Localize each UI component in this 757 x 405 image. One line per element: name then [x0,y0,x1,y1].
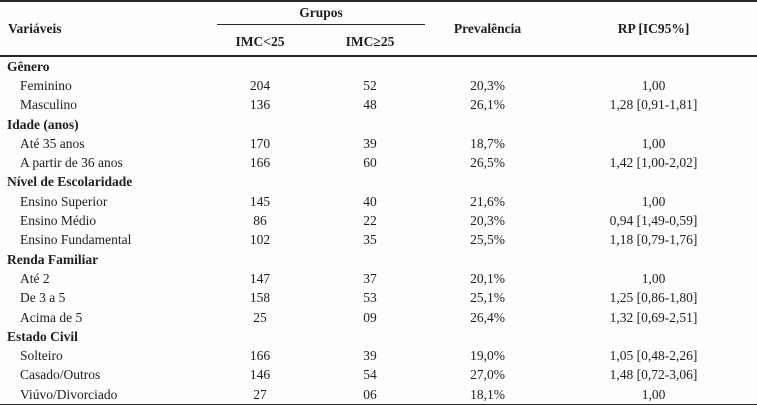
cell-imc-lt-25: 145 [249,193,271,209]
cell-imc-ge-25: 37 [363,270,377,286]
cell-imc-ge-25: 06 [363,386,377,402]
cell-prevalence: 26,5% [470,155,505,171]
cell-variable: Ensino Superior [20,193,108,209]
cell-variable: Masculino [20,97,77,113]
table-header: Variáveis Grupos Prevalência RP [IC95%] … [0,1,757,56]
cell-imc-ge-25: 40 [363,193,377,209]
cell-variable: Acima de 5 [20,309,83,325]
cell-prevalence: 25,5% [470,232,505,248]
cell-rp: 1,00 [641,270,666,286]
table-row: Até 2 147 37 20,1% 1,00 [0,269,757,288]
table-row: Ensino Superior 145 40 21,6% 1,00 [0,192,757,211]
table-row: Casado/Outros 146 54 27,0% 1,48 [0,72-3,… [0,366,757,385]
cell-rp: 1,25 [0,86-1,80] [609,290,698,306]
section-label: Estado Civil [7,328,78,344]
cell-prevalence: 21,6% [470,193,505,209]
cell-imc-lt-25: 146 [249,367,271,383]
cell-imc-lt-25: 27 [253,386,267,402]
table-row: A partir de 36 anos 166 60 26,5% 1,42 [1… [0,153,757,172]
cell-imc-lt-25: 166 [249,348,271,364]
cell-imc-ge-25: 60 [363,155,377,171]
cell-variable: Solteiro [20,348,63,364]
section-row-genero: Gênero [0,54,757,77]
column-header-rp: RP [IC95%] [617,20,690,36]
cell-prevalence: 25,1% [470,290,505,306]
section-row-estado-civil: Estado Civil [0,327,757,346]
column-header-prevalence: Prevalência [453,20,522,36]
cell-variable: A partir de 36 anos [20,155,123,171]
cell-variable: Viúvo/Divorciado [20,386,118,402]
cell-imc-ge-25: 39 [363,135,377,151]
cell-imc-ge-25: 53 [363,290,377,306]
cell-variable: Feminino [20,77,72,93]
cell-imc-lt-25: 25 [253,309,267,325]
cell-rp: 1,28 [0,91-1,81] [609,97,698,113]
table-row: Até 35 anos 170 39 18,7% 1,00 [0,134,757,153]
table-row: Acima de 5 25 09 26,4% 1,32 [0,69-2,51] [0,308,757,327]
section-row-renda: Renda Familiar [0,250,757,269]
cell-variable: Casado/Outros [20,367,101,383]
column-header-variables: Variáveis [8,20,62,36]
cell-variable: De 3 a 5 [20,290,66,306]
section-label: Gênero [0,54,757,77]
cell-variable: Ensino Fundamental [20,232,132,248]
groups-spanner-label: Grupos [217,5,426,25]
cell-rp: 1,42 [1,00-2,02] [609,155,698,171]
section-label: Renda Familiar [7,251,99,267]
cell-imc-ge-25: 54 [363,367,377,383]
cell-imc-ge-25: 39 [363,348,377,364]
cell-prevalence: 20,3% [470,77,505,93]
column-header-imc-lt-25: IMC<25 [235,33,285,49]
cell-rp: 1,00 [641,386,666,402]
cell-prevalence: 26,1% [470,97,505,113]
cell-imc-lt-25: 204 [249,77,271,93]
column-header-groups: Grupos [205,1,426,28]
cell-imc-ge-25: 52 [363,77,377,93]
cell-imc-lt-25: 136 [249,97,271,113]
section-row-escolaridade: Nível de Escolaridade [0,173,757,192]
table-row: Masculino 136 48 26,1% 1,28 [0,91-1,81] [0,96,757,115]
cell-prevalence: 20,3% [470,213,505,229]
cell-rp: 1,18 [0,79-1,76] [609,232,698,248]
table-row: Ensino Médio 86 22 20,3% 0,94 [1,49-0,59… [0,211,757,230]
cell-variable: Ensino Médio [20,213,97,229]
cell-prevalence: 26,4% [470,309,505,325]
cell-imc-lt-25: 166 [249,155,271,171]
section-label: Idade (anos) [7,116,79,132]
cell-rp: 1,48 [0,72-3,06] [609,367,698,383]
cell-imc-lt-25: 102 [249,232,271,248]
cell-prevalence: 20,1% [470,270,505,286]
cell-rp: 1,05 [0,48-2,26] [609,348,698,364]
cell-prevalence: 18,7% [470,135,505,151]
cell-imc-ge-25: 35 [363,232,377,248]
table-body: Gênero Feminino 204 52 20,3% 1,00 Mascul… [0,54,757,405]
cell-rp: 0,94 [1,49-0,59] [609,213,698,229]
cell-variable: Até 2 [20,270,50,286]
cell-prevalence: 19,0% [470,348,505,364]
section-label: Nível de Escolaridade [7,174,133,190]
cell-prevalence: 27,0% [470,367,505,383]
table-row: Feminino 204 52 20,3% 1,00 [0,76,757,95]
table-row: De 3 a 5 158 53 25,1% 1,25 [0,86-1,80] [0,289,757,308]
cell-rp: 1,00 [641,77,666,93]
column-header-imc-ge-25: IMC≥25 [345,33,395,49]
cell-imc-lt-25: 147 [249,270,271,286]
cell-variable: Até 35 anos [20,135,85,151]
cell-rp: 1,32 [0,69-2,51] [609,309,698,325]
cell-imc-lt-25: 86 [253,213,267,229]
cell-rp: 1,00 [641,135,666,151]
table-row: Solteiro 166 39 19,0% 1,05 [0,48-2,26] [0,346,757,365]
section-row-idade: Idade (anos) [0,115,757,134]
cell-imc-ge-25: 22 [363,213,377,229]
table-row: Ensino Fundamental 102 35 25,5% 1,18 [0,… [0,231,757,250]
cell-prevalence: 18,1% [470,386,505,402]
cell-imc-ge-25: 09 [363,309,377,325]
cell-imc-lt-25: 170 [249,135,271,151]
cell-imc-lt-25: 158 [249,290,271,306]
table-row: Viúvo/Divorciado 27 06 18,1% 1,00 [0,385,757,405]
cell-rp: 1,00 [641,193,666,209]
cell-imc-ge-25: 48 [363,97,377,113]
